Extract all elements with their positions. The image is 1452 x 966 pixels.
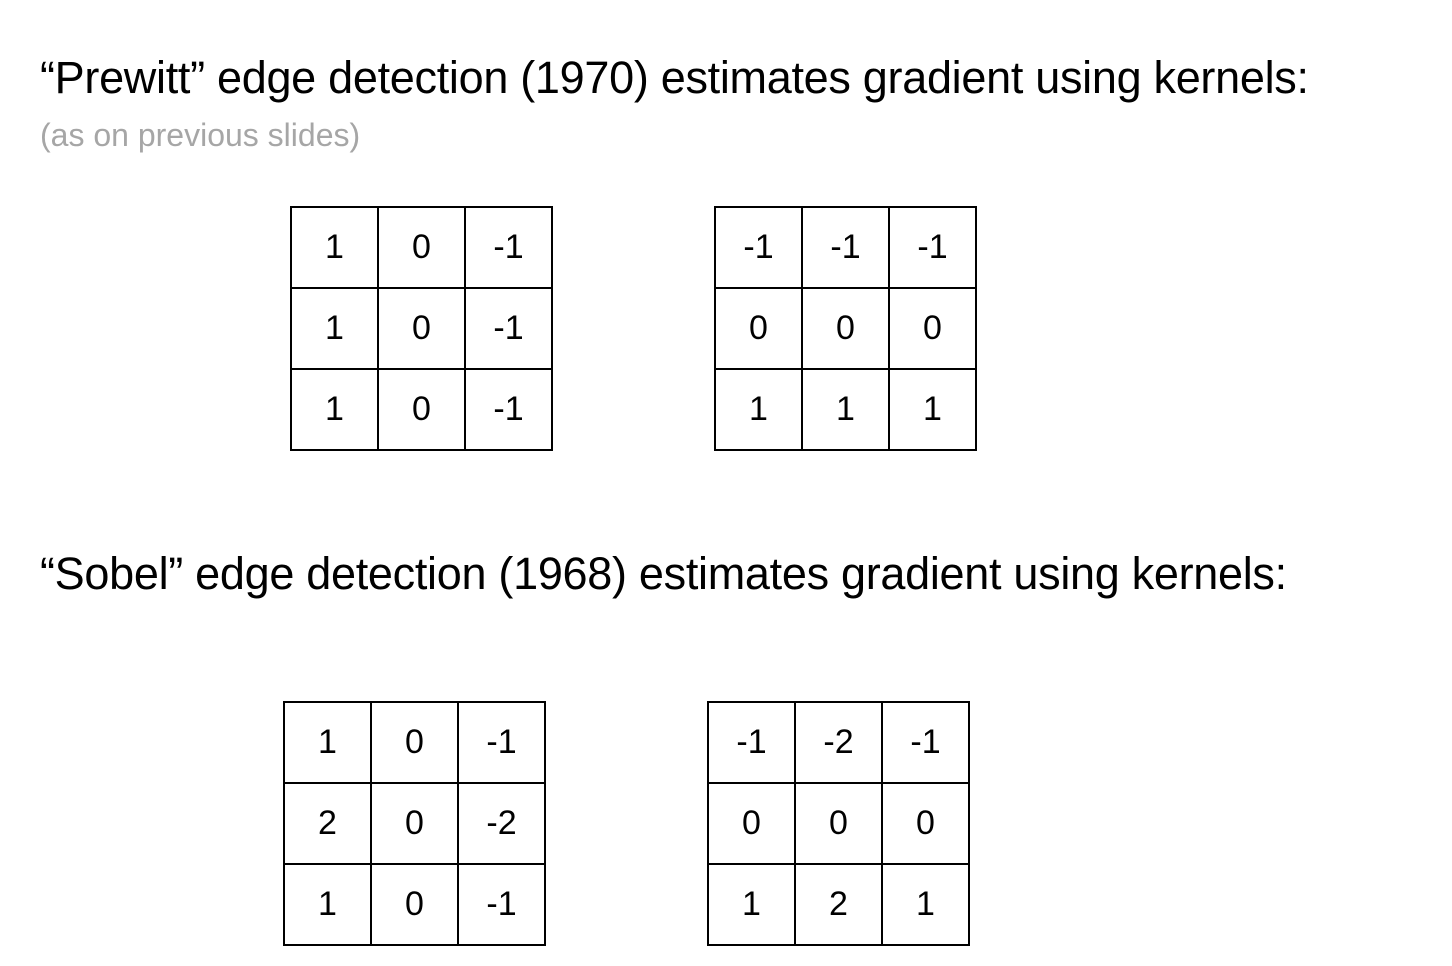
kernel-cell: -1 <box>881 701 970 784</box>
kernel-row: 1 0 -1 <box>290 368 553 451</box>
kernel-cell: -1 <box>464 287 553 370</box>
kernel-cell: -2 <box>794 701 883 784</box>
kernel-cell: 0 <box>370 782 459 865</box>
sobel-heading: “Sobel” edge detection (1968) estimates … <box>40 548 1287 599</box>
kernel-cell: 0 <box>888 287 977 370</box>
kernel-cell: 0 <box>370 701 459 784</box>
kernel-cell: 0 <box>714 287 803 370</box>
kernel-cell: 1 <box>290 287 379 370</box>
kernel-cell: 0 <box>707 782 796 865</box>
kernel-row: -1 -1 -1 <box>714 206 977 289</box>
kernel-cell: -1 <box>457 863 546 946</box>
prewitt-kernel-x: 1 0 -1 1 0 -1 1 0 -1 <box>290 206 553 451</box>
kernel-cell: -1 <box>888 206 977 289</box>
kernel-cell: 1 <box>707 863 796 946</box>
prewitt-subtitle: (as on previous slides) <box>40 117 361 153</box>
prewitt-kernel-y: -1 -1 -1 0 0 0 1 1 1 <box>714 206 977 451</box>
kernel-cell: -2 <box>457 782 546 865</box>
kernel-row: 1 2 1 <box>707 863 970 946</box>
kernel-row: 1 0 -1 <box>283 863 546 946</box>
kernel-row: 0 0 0 <box>707 782 970 865</box>
kernel-cell: -1 <box>801 206 890 289</box>
kernel-cell: 0 <box>881 782 970 865</box>
kernel-cell: 1 <box>881 863 970 946</box>
kernel-row: 1 1 1 <box>714 368 977 451</box>
kernel-cell: 1 <box>283 863 372 946</box>
kernel-cell: 0 <box>801 287 890 370</box>
kernel-cell: 0 <box>794 782 883 865</box>
kernel-cell: 1 <box>714 368 803 451</box>
kernel-row: 2 0 -2 <box>283 782 546 865</box>
kernel-cell: 1 <box>290 368 379 451</box>
kernel-cell: 1 <box>888 368 977 451</box>
kernel-cell: 2 <box>283 782 372 865</box>
kernel-cell: 0 <box>377 368 466 451</box>
kernel-cell: 1 <box>290 206 379 289</box>
kernel-row: 1 0 -1 <box>290 206 553 289</box>
kernel-cell: -1 <box>457 701 546 784</box>
kernel-cell: -1 <box>707 701 796 784</box>
kernel-cell: -1 <box>714 206 803 289</box>
kernel-row: -1 -2 -1 <box>707 701 970 784</box>
sobel-kernel-x: 1 0 -1 2 0 -2 1 0 -1 <box>283 701 546 946</box>
sobel-kernel-y: -1 -2 -1 0 0 0 1 2 1 <box>707 701 970 946</box>
kernel-cell: 1 <box>283 701 372 784</box>
kernel-cell: 0 <box>377 287 466 370</box>
kernel-row: 0 0 0 <box>714 287 977 370</box>
kernel-cell: 0 <box>377 206 466 289</box>
kernel-cell: 2 <box>794 863 883 946</box>
kernel-cell: 1 <box>801 368 890 451</box>
kernel-row: 1 0 -1 <box>290 287 553 370</box>
kernel-row: 1 0 -1 <box>283 701 546 784</box>
kernel-cell: -1 <box>464 206 553 289</box>
prewitt-heading: “Prewitt” edge detection (1970) estimate… <box>40 52 1309 103</box>
kernel-cell: 0 <box>370 863 459 946</box>
kernel-cell: -1 <box>464 368 553 451</box>
